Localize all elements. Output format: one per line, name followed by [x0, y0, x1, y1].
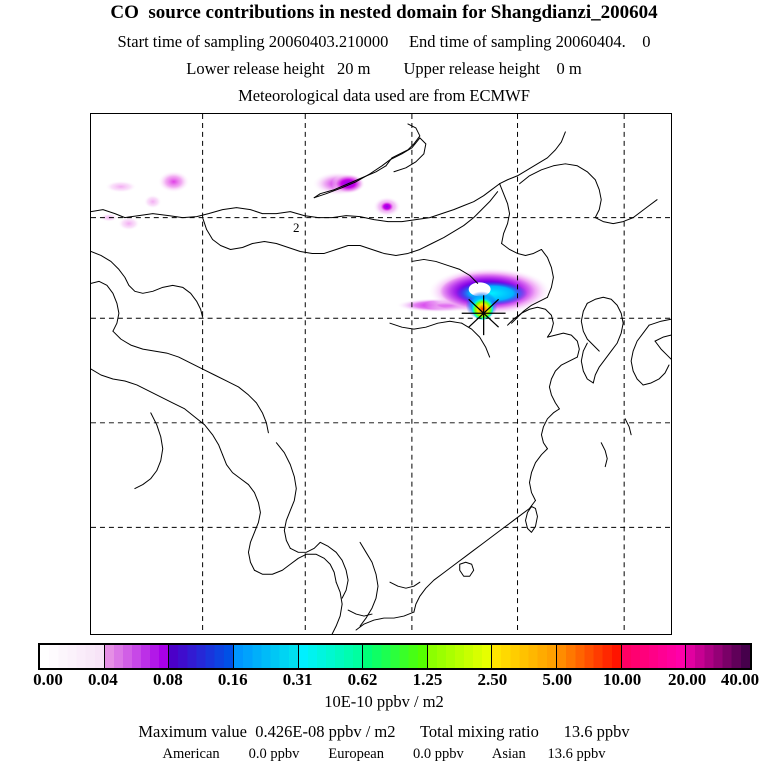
colorbar-segment	[686, 645, 751, 668]
release-point-marker	[461, 295, 506, 336]
colorbar-segment	[40, 645, 105, 668]
colorbar-segment	[169, 645, 234, 668]
colorbar-tick: 0.00	[33, 670, 63, 689]
colorbar-tick: 40.00	[720, 670, 760, 689]
colorbar-tick: 5.00	[542, 670, 573, 689]
release-height-line: Lower release height 20 m Upper release …	[186, 59, 582, 78]
summary-line: Maximum value 0.426E-08 ppbv / m2 Total …	[138, 722, 630, 741]
colorbar-tick: 2.50	[477, 670, 508, 689]
colorbar-segment	[557, 645, 622, 668]
colorbar-tick: 20.00	[667, 670, 707, 689]
map-canvas	[91, 114, 671, 634]
colorbar-tick: 0.04	[88, 670, 118, 689]
colorbar-tick: 0.08	[152, 670, 183, 689]
contribution-breakdown-line: American 0.0 ppbv European 0.0 ppbv Asia…	[162, 746, 606, 762]
colorbar-segment	[621, 645, 687, 668]
colorbar-tick: 0.62	[347, 670, 378, 689]
colorbar-segment	[104, 645, 170, 668]
meteorological-data-line: Meteorological data used are from ECMWF	[238, 86, 530, 105]
colorbar-tick-labels: 0.00 0.04 0.08 0.16 0.31 0.62 1.25 2.50 …	[0, 670, 768, 692]
colorbar-tick: 0.16	[217, 670, 248, 689]
colorbar-segment	[298, 645, 364, 668]
map-coastlines	[91, 123, 671, 634]
colorbar-segment	[233, 645, 299, 668]
sampling-time-line: Start time of sampling 20060403.210000 E…	[117, 32, 651, 51]
colorbar-segment	[492, 645, 558, 668]
colorbar-tick: 0.31	[282, 670, 313, 689]
map-gridlines	[91, 114, 671, 634]
grid-value-label: 2	[293, 220, 300, 235]
colorbar-segment	[427, 645, 493, 668]
colorbar-tick: 1.25	[412, 670, 443, 689]
colorbar-tick: 10.00	[603, 670, 642, 689]
colorbar	[38, 643, 752, 670]
colorbar-segment	[363, 645, 428, 668]
map-plot-area: 2	[90, 113, 672, 635]
page-title: CO source contributions in nested domain…	[110, 2, 658, 23]
colorbar-unit-label: 10E-10 ppbv / m2	[324, 692, 444, 711]
